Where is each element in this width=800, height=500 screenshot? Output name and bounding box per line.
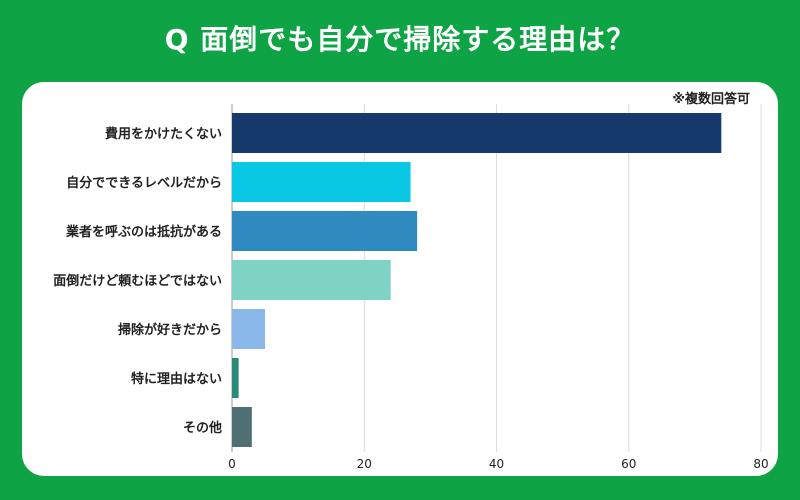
category-label: 費用をかけたくない [105, 126, 222, 142]
bar [232, 309, 266, 349]
bar-chart: 費用をかけたくない自分でできるレベルだから業者を呼ぶのは抵抗がある面倒だけど頼む… [53, 104, 769, 471]
chart-card: ※複数回答可 費用をかけたくない自分でできるレベルだから 業者を呼ぶのは抵抗がある… [22, 82, 778, 476]
x-tick-label: 60 [621, 457, 636, 471]
bar [232, 211, 418, 251]
category-label: 自分でできるレベルだから [66, 175, 222, 191]
bar [232, 358, 239, 398]
bar [232, 162, 411, 202]
category-label: 特に理由はない [131, 371, 222, 387]
bar [232, 113, 722, 153]
category-label: 面倒だけど頼むほどではない [53, 273, 222, 289]
bar [232, 407, 252, 447]
x-tick-label: 0 [228, 457, 236, 471]
x-tick-label: 20 [357, 457, 372, 471]
x-tick-label: 80 [753, 457, 768, 471]
bar [232, 260, 391, 300]
category-label: 業者を呼ぶのは抵抗がある [65, 224, 222, 240]
category-label: 掃除が好きだから [118, 322, 222, 338]
category-label: その他 [183, 420, 222, 436]
x-tick-label: 40 [489, 457, 504, 471]
multiple-answer-note: ※複数回答可 [672, 92, 750, 107]
page-title: Q 面倒でも自分で掃除する理由は？ [164, 23, 636, 56]
